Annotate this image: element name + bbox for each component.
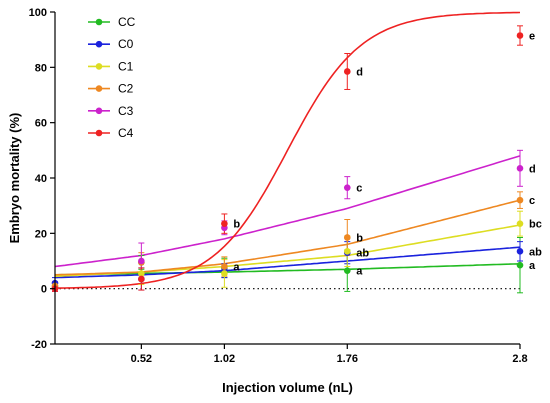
data-point-c2 — [221, 263, 228, 270]
y-tick-label: -20 — [31, 339, 47, 351]
y-tick-label: 100 — [29, 7, 47, 19]
legend-label-c3: C3 — [118, 104, 134, 118]
y-axis-title: Embryo mortality (%) — [7, 113, 22, 244]
significance-label: a — [356, 266, 363, 278]
data-point-c2 — [516, 196, 524, 204]
data-point-c4 — [221, 220, 228, 227]
x-tick-label: 1.02 — [214, 353, 235, 365]
data-point-c1 — [343, 248, 351, 255]
data-point-c3 — [516, 165, 524, 172]
data-point-c3 — [343, 184, 351, 191]
legend-swatch-dot-c1 — [95, 63, 103, 70]
legend-label-c4: C4 — [118, 126, 134, 140]
significance-label: c — [356, 183, 362, 195]
fit-curve-c3 — [54, 155, 521, 268]
y-tick-label: 20 — [35, 228, 47, 240]
legend-swatch-dot-c3 — [95, 107, 103, 115]
data-point-cc — [516, 261, 524, 269]
legend-label-cc: CC — [118, 15, 136, 29]
data-point-c1 — [138, 270, 145, 277]
fit-curve-c2 — [54, 199, 521, 276]
x-axis-title: Injection volume (nL) — [222, 380, 353, 395]
y-tick-label: 40 — [35, 173, 47, 185]
significance-label: ab — [529, 246, 542, 258]
data-point-cc — [343, 267, 351, 274]
data-points — [51, 32, 524, 292]
fit-curve-c0 — [54, 246, 521, 279]
x-tick-label: 1.76 — [337, 353, 358, 365]
fit-curve-c4 — [54, 11, 521, 289]
significance-label: a — [233, 262, 240, 274]
fit-curve-c1 — [54, 224, 521, 277]
y-tick-label: 60 — [35, 118, 47, 130]
data-point-c3 — [138, 257, 145, 265]
legend-label-c1: C1 — [118, 59, 134, 73]
data-point-c1 — [516, 220, 524, 227]
significance-label: ab — [356, 248, 369, 260]
significance-label: e — [529, 31, 535, 43]
significance-label: b — [356, 232, 363, 244]
significance-label: c — [529, 195, 535, 207]
fit-curves — [54, 11, 521, 289]
x-tick-label: 2.8 — [512, 353, 527, 365]
fit-curve-cc — [55, 263, 521, 276]
legend-label-c2: C2 — [118, 82, 134, 96]
significance-label: bc — [529, 219, 542, 231]
significance-label: a — [529, 260, 536, 272]
significance-label: b — [233, 219, 240, 231]
legend-label-c0: C0 — [118, 37, 134, 51]
y-tick-label: 80 — [35, 62, 47, 74]
legend-swatch-dot-cc — [95, 18, 103, 26]
data-point-c4 — [138, 275, 145, 283]
x-tick-label: 0.52 — [131, 353, 152, 365]
data-point-c1 — [221, 270, 228, 277]
data-point-c4 — [343, 68, 351, 75]
data-point-c4 — [516, 32, 524, 39]
data-point-c0 — [516, 248, 524, 255]
axes: -20 0 20 40 60 80 100 0.52 1.02 1.76 2.8 Injection … — [7, 7, 528, 395]
legend-swatch-dot-c2 — [95, 85, 103, 92]
significance-label: d — [529, 163, 536, 175]
legend-swatch-dot-c4 — [95, 129, 103, 137]
data-point-c2 — [343, 234, 351, 241]
legend: CC C0 C1 C2 C3 C4 — [88, 15, 136, 140]
significance-label: d — [356, 66, 363, 78]
legend-swatch-dot-c0 — [95, 40, 103, 48]
y-tick-label: 0 — [41, 284, 47, 296]
